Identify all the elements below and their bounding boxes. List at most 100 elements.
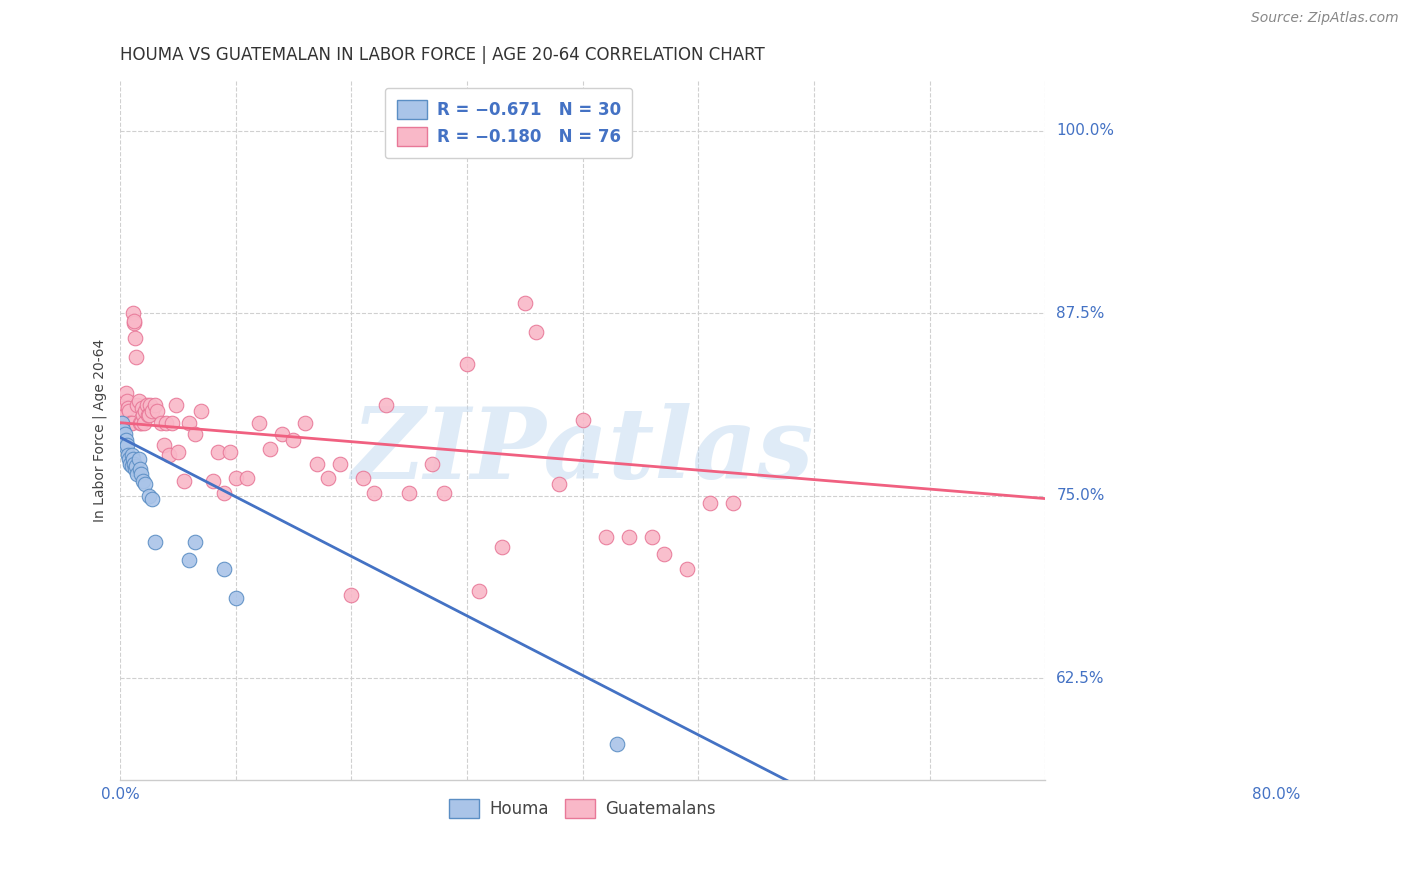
- Point: [721, 496, 744, 510]
- Point: [305, 457, 328, 471]
- Point: [120, 416, 142, 430]
- Point: [153, 437, 176, 451]
- Point: [236, 471, 259, 485]
- Point: [122, 317, 145, 331]
- Text: Source: ZipAtlas.com: Source: ZipAtlas.com: [1251, 11, 1399, 25]
- Text: 62.5%: 62.5%: [1056, 671, 1105, 686]
- Point: [121, 459, 143, 474]
- Point: [115, 437, 138, 451]
- Point: [160, 416, 183, 430]
- Point: [114, 427, 136, 442]
- Point: [118, 452, 141, 467]
- Point: [117, 401, 139, 415]
- Point: [212, 561, 235, 575]
- Text: 75.0%: 75.0%: [1056, 488, 1105, 503]
- Point: [128, 416, 150, 430]
- Point: [456, 357, 478, 371]
- Point: [114, 433, 136, 447]
- Point: [184, 427, 207, 442]
- Point: [120, 457, 142, 471]
- Point: [329, 457, 352, 471]
- Point: [138, 489, 160, 503]
- Point: [135, 398, 157, 412]
- Point: [491, 540, 513, 554]
- Point: [132, 409, 155, 423]
- Point: [155, 416, 177, 430]
- Point: [219, 445, 242, 459]
- Point: [143, 398, 166, 412]
- Point: [121, 452, 143, 467]
- Point: [114, 441, 136, 455]
- Point: [141, 491, 163, 506]
- Point: [121, 448, 143, 462]
- Point: [595, 529, 617, 543]
- Point: [420, 457, 443, 471]
- Point: [134, 404, 156, 418]
- Text: 100.0%: 100.0%: [1056, 123, 1115, 138]
- Point: [294, 416, 316, 430]
- Point: [129, 467, 152, 481]
- Point: [571, 413, 593, 427]
- Point: [699, 496, 721, 510]
- Point: [136, 409, 159, 423]
- Point: [141, 404, 163, 418]
- Point: [131, 401, 153, 415]
- Point: [122, 313, 145, 327]
- Text: HOUMA VS GUATEMALAN IN LABOR FORCE | AGE 20-64 CORRELATION CHART: HOUMA VS GUATEMALAN IN LABOR FORCE | AGE…: [120, 46, 765, 64]
- Text: 80.0%: 80.0%: [1253, 788, 1301, 802]
- Point: [173, 474, 195, 488]
- Point: [271, 427, 294, 442]
- Point: [433, 485, 456, 500]
- Point: [125, 350, 148, 364]
- Point: [129, 416, 152, 430]
- Point: [146, 404, 169, 418]
- Text: ZIPatlas: ZIPatlas: [352, 403, 814, 500]
- Point: [606, 737, 628, 751]
- Point: [122, 457, 145, 471]
- Point: [127, 467, 149, 481]
- Point: [352, 471, 374, 485]
- Point: [111, 416, 134, 430]
- Point: [118, 404, 141, 418]
- Point: [112, 423, 135, 437]
- Point: [149, 416, 172, 430]
- Point: [138, 409, 160, 423]
- Y-axis label: In Labor Force | Age 20-64: In Labor Force | Age 20-64: [93, 338, 107, 522]
- Point: [132, 474, 155, 488]
- Point: [166, 445, 188, 459]
- Point: [184, 535, 207, 549]
- Point: [134, 477, 156, 491]
- Point: [398, 485, 420, 500]
- Point: [127, 398, 149, 412]
- Point: [143, 535, 166, 549]
- Point: [121, 306, 143, 320]
- Point: [247, 416, 270, 430]
- Point: [124, 331, 146, 345]
- Point: [121, 416, 143, 430]
- Point: [179, 416, 201, 430]
- Point: [207, 445, 229, 459]
- Point: [225, 471, 247, 485]
- Point: [259, 442, 281, 456]
- Point: [375, 398, 398, 412]
- Point: [340, 588, 363, 602]
- Point: [165, 398, 187, 412]
- Point: [190, 404, 212, 418]
- Point: [179, 553, 201, 567]
- Point: [110, 416, 132, 430]
- Text: 87.5%: 87.5%: [1056, 306, 1105, 321]
- Point: [617, 529, 640, 543]
- Point: [111, 401, 134, 415]
- Point: [548, 477, 571, 491]
- Point: [316, 471, 339, 485]
- Text: 0.0%: 0.0%: [101, 788, 139, 802]
- Point: [675, 561, 697, 575]
- Point: [128, 393, 150, 408]
- Point: [125, 459, 148, 474]
- Legend: Houma, Guatemalans: Houma, Guatemalans: [443, 792, 723, 824]
- Point: [647, 795, 669, 809]
- Point: [467, 583, 489, 598]
- Point: [112, 416, 135, 430]
- Point: [201, 474, 224, 488]
- Point: [117, 448, 139, 462]
